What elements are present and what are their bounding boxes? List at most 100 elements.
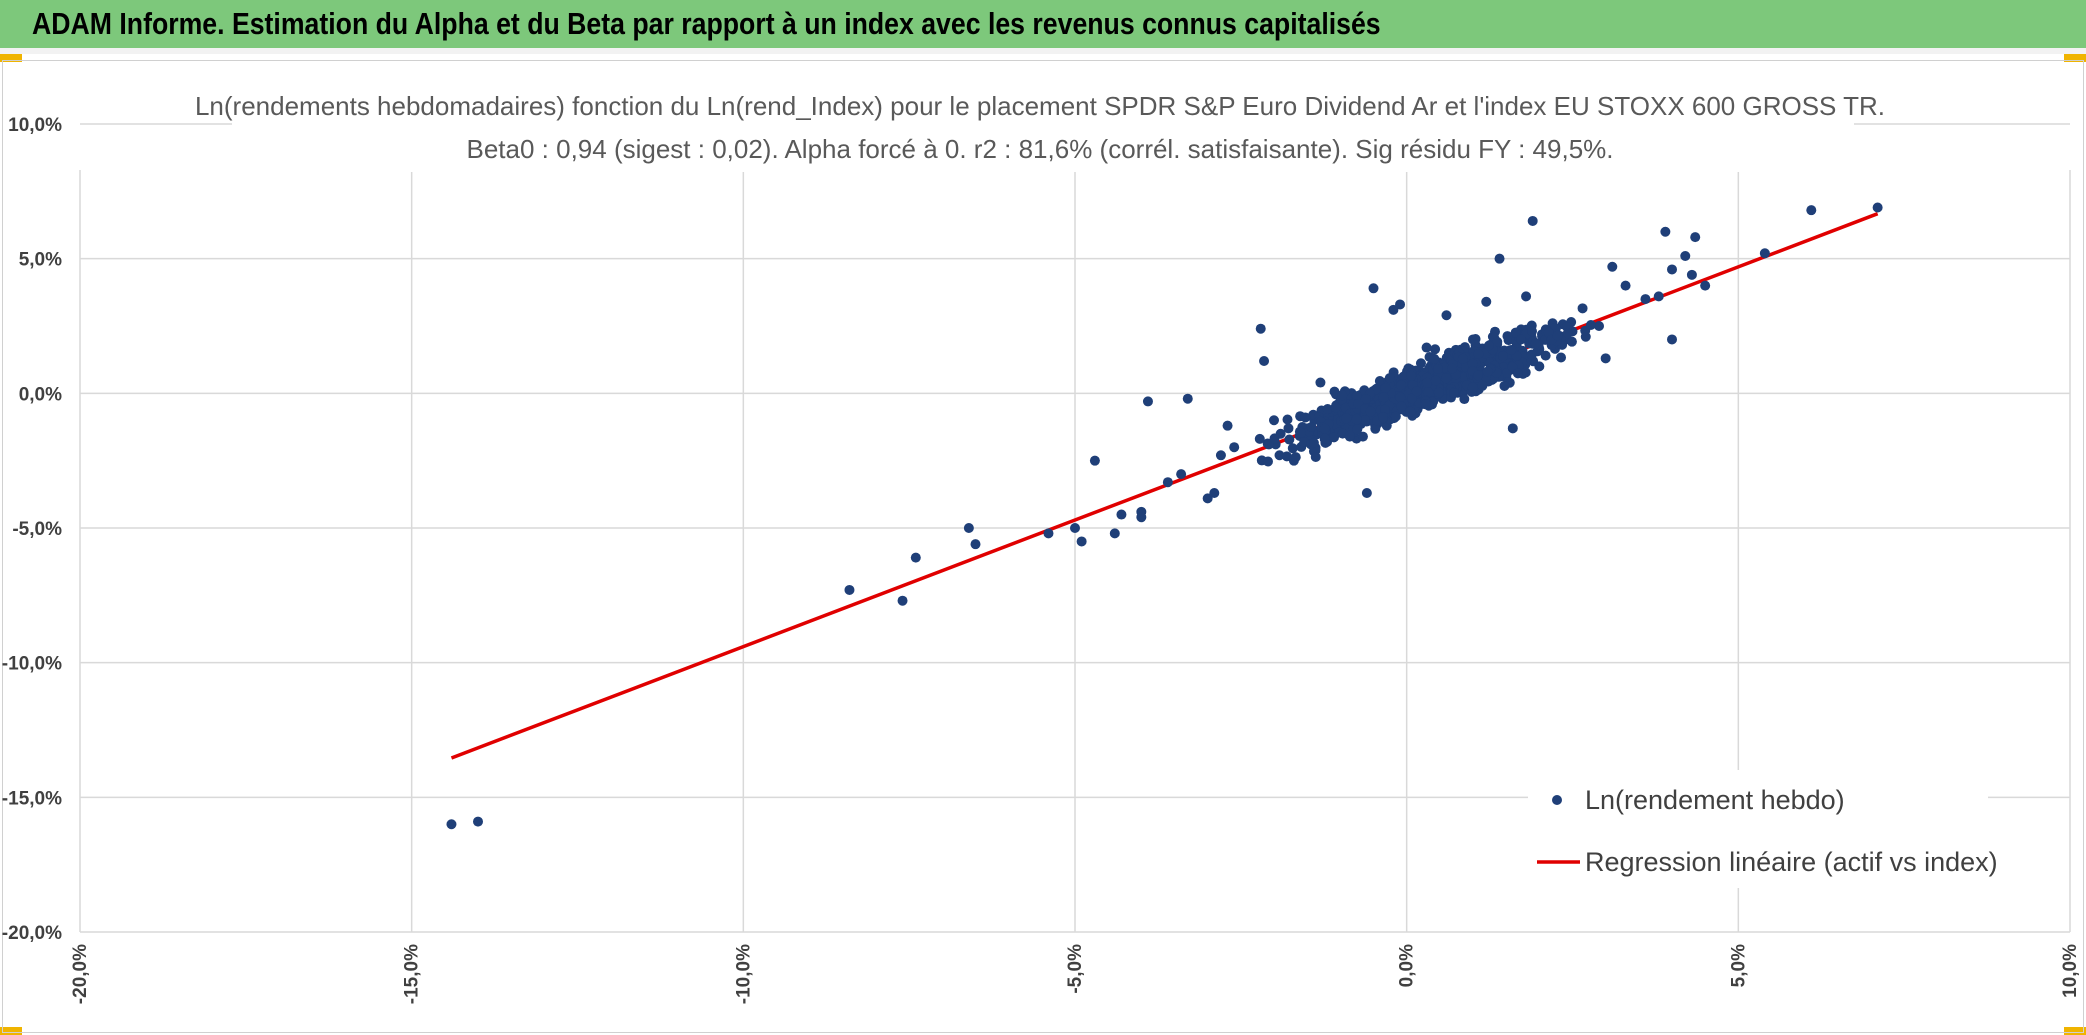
scatter-point <box>1388 304 1399 315</box>
scatter-point <box>473 816 483 827</box>
scatter-point <box>1477 380 1488 391</box>
scatter-series <box>446 202 1883 830</box>
scatter-point <box>844 584 855 595</box>
scatter-point <box>1365 406 1376 417</box>
scatter-point <box>1441 373 1452 384</box>
scatter-point <box>1502 331 1513 342</box>
scatter-point <box>1411 386 1422 397</box>
scatter-point <box>1043 528 1054 539</box>
scatter-point <box>1423 387 1434 398</box>
report-title: ADAM Informe. Estimation du Alpha et du … <box>32 6 1381 41</box>
y-axis-ticks: 10,0% 5,0% 0,0% -5,0% -10,0% -15,0% -20,0% <box>2 115 62 944</box>
scatter-point <box>1395 299 1406 310</box>
corner-marker-bottom-left <box>0 1027 22 1035</box>
legend-background <box>1528 770 1988 888</box>
scatter-point <box>1352 424 1363 435</box>
scatter-point <box>1530 338 1541 349</box>
scatter-point <box>1384 373 1395 384</box>
scatter-point <box>1300 412 1311 423</box>
scatter-point <box>1433 387 1444 398</box>
scatter-point <box>1492 336 1503 347</box>
scatter-point <box>1406 370 1417 381</box>
scatter-point <box>1351 414 1362 425</box>
scatter-point <box>1577 303 1588 314</box>
scatter-point <box>1351 391 1362 402</box>
x-axis-ticks: -20,0% -15,0% -10,0% -5,0% 0,0% 5,0% 10,0% <box>70 944 2081 1004</box>
scatter-point <box>1499 380 1510 391</box>
scatter-point <box>1222 420 1233 431</box>
scatter-point <box>1667 264 1677 275</box>
scatter-point <box>1422 377 1433 388</box>
corner-marker-top-left <box>0 54 22 62</box>
scatter-point <box>1690 232 1701 243</box>
legend-marker-points <box>1552 795 1562 805</box>
scatter-point <box>1341 413 1352 424</box>
scatter-point <box>963 523 974 533</box>
scatter-point <box>1759 248 1770 259</box>
scatter-point <box>1229 442 1240 453</box>
scatter-point <box>1202 493 1213 504</box>
scatter-point <box>1594 321 1605 331</box>
scatter-point <box>1329 432 1340 443</box>
scatter-point <box>1660 226 1671 237</box>
scatter-point <box>1322 404 1333 415</box>
x-tick-label: 10,0% <box>2060 944 2081 998</box>
scatter-point <box>1361 487 1372 498</box>
scatter-point <box>1482 366 1493 377</box>
scatter-point <box>1310 452 1321 463</box>
x-tick-label: -5,0% <box>1065 944 1086 994</box>
scatter-point <box>1432 363 1443 374</box>
scatter-point <box>1467 382 1478 393</box>
scatter-point <box>1441 310 1452 321</box>
scatter-point <box>1447 363 1458 374</box>
scatter-point <box>1421 342 1432 353</box>
scatter-point <box>1680 250 1691 261</box>
scatter-point <box>1116 509 1127 520</box>
report-banner: ADAM Informe. Estimation du Alpha et du … <box>0 0 2086 54</box>
scatter-point <box>1284 434 1295 445</box>
scatter-point <box>1315 377 1326 388</box>
scatter-point <box>1378 392 1389 403</box>
scatter-point <box>1872 202 1883 213</box>
scatter-point <box>1320 433 1331 444</box>
legend-label-points: Ln(rendement hebdo) <box>1585 785 1845 815</box>
title-background <box>232 86 1854 172</box>
x-tick-label: 0,0% <box>1397 944 1418 987</box>
scatter-point <box>1329 386 1340 397</box>
scatter-point <box>1262 456 1273 467</box>
corner-marker-bottom-right <box>2064 1027 2086 1035</box>
scatter-point <box>1281 451 1292 462</box>
y-tick-label: -15,0% <box>2 788 62 809</box>
scatter-point <box>1344 430 1355 441</box>
scatter-point <box>1308 437 1319 448</box>
corner-marker-top-right <box>2064 54 2086 62</box>
chart-subtitle: Beta0 : 0,94 (sigest : 0,02). Alpha forc… <box>467 134 1614 164</box>
y-tick-label: -5,0% <box>12 519 62 540</box>
scatter-point <box>1254 433 1265 444</box>
y-tick-label: 0,0% <box>19 384 62 405</box>
legend: Ln(rendement hebdo) Regression linéaire … <box>1528 770 1998 888</box>
scatter-point <box>1459 394 1470 405</box>
scatter-point <box>1368 283 1379 294</box>
scatter-point <box>1407 393 1418 404</box>
scatter-point <box>1330 402 1341 413</box>
scatter-point <box>1290 452 1301 463</box>
y-tick-label: -10,0% <box>2 654 62 675</box>
scatter-point <box>1607 261 1618 272</box>
scatter-point <box>1319 423 1330 434</box>
scatter-point <box>1215 450 1226 461</box>
scatter-point <box>1259 356 1270 367</box>
scatter-point <box>1076 536 1087 547</box>
y-tick-label: 5,0% <box>19 250 62 271</box>
scatter-point <box>1521 291 1532 302</box>
scatter-point <box>970 539 981 550</box>
scatter-point <box>1806 205 1817 216</box>
y-tick-label: 10,0% <box>8 115 62 136</box>
scatter-point <box>1562 328 1573 339</box>
chart-frame <box>2 60 2084 1033</box>
scatter-point <box>1370 423 1381 434</box>
scatter-point <box>1526 349 1537 360</box>
scatter-point <box>1686 269 1697 280</box>
scatter-point <box>1269 433 1280 444</box>
